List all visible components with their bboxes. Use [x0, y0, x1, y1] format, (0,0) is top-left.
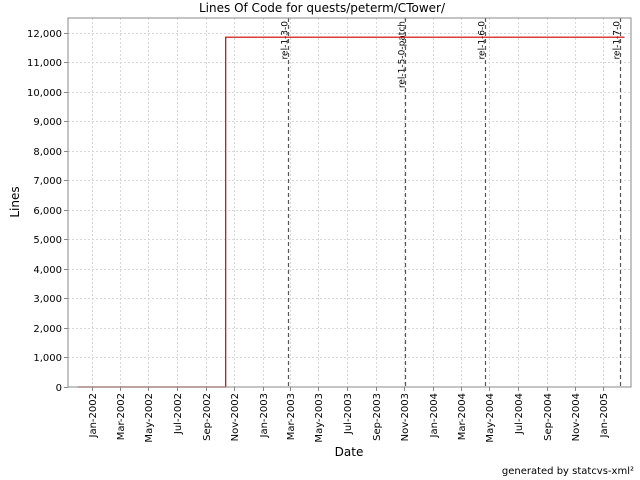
x-tick-label: Jan-2002 [88, 393, 99, 438]
chart-title: Lines Of Code for quests/peterm/CTower/ [199, 1, 446, 15]
y-tick-label: 0 [56, 383, 62, 394]
x-tick-label: Mar-2004 [457, 393, 468, 440]
x-tick-label: Nov-2004 [571, 393, 582, 441]
plot-frame [67, 17, 632, 388]
x-tick-label: Sep-2003 [372, 393, 383, 441]
x-tick-label: Mar-2003 [286, 393, 297, 440]
x-tick-label: May-2003 [314, 393, 325, 443]
y-tick-label: 2,000 [33, 324, 62, 335]
footer-credit: generated by statcvs-xml² [502, 466, 634, 477]
x-tick-label: Jan-2005 [599, 393, 610, 438]
x-tick-label: May-2004 [485, 393, 496, 443]
y-tick-label: 11,000 [27, 58, 62, 69]
y-tick-label: 10,000 [27, 88, 62, 99]
x-axis: Jan-2002 Mar-2002 May-2002 Jul-2002 Sep-2002… [88, 387, 610, 443]
series-line [77, 36, 625, 388]
y-tick-label: 4,000 [33, 265, 62, 276]
x-tick-label: Nov-2002 [230, 393, 241, 441]
x-tick-label: Mar-2002 [116, 393, 127, 440]
y-tick-label: 1,000 [33, 353, 62, 364]
x-tick-label: Jan-2003 [259, 393, 270, 438]
release-markers: rel-1-3-0 rel-1-5-0-patch rel-1-6-0 rel-1-7… [281, 18, 623, 387]
x-tick-label: May-2002 [144, 393, 155, 443]
release-marker-label: rel-1-3-0 [281, 21, 291, 60]
x-tick-label: Jan-2004 [429, 393, 440, 438]
series-layer [77, 36, 625, 388]
release-marker-label: rel-1-7-0 [613, 21, 623, 60]
y-axis-label: Lines [8, 186, 22, 217]
release-marker-label: rel-1-5-0-patch [398, 21, 408, 88]
grid-lines [68, 18, 631, 387]
y-tick-label: 3,000 [33, 294, 62, 305]
x-tick-label: Sep-2002 [202, 393, 213, 441]
y-tick-label: 8,000 [33, 147, 62, 158]
x-tick-label: Jul-2002 [173, 393, 184, 435]
y-tick-label: 5,000 [33, 235, 62, 246]
y-tick-label: 12,000 [27, 29, 62, 40]
x-tick-label: Nov-2003 [400, 393, 411, 441]
release-marker-label: rel-1-6-0 [478, 21, 488, 60]
x-tick-label: Jul-2004 [514, 393, 525, 435]
y-axis: 0 1,000 2,000 3,000 4,000 5,000 6,000 7,000 8,00… [27, 29, 68, 394]
y-tick-label: 6,000 [33, 206, 62, 217]
y-tick-label: 7,000 [33, 176, 62, 187]
x-axis-label: Date [335, 445, 364, 459]
x-tick-label: Sep-2004 [543, 393, 554, 441]
y-tick-label: 9,000 [33, 117, 62, 128]
x-tick-label: Jul-2003 [343, 393, 354, 435]
